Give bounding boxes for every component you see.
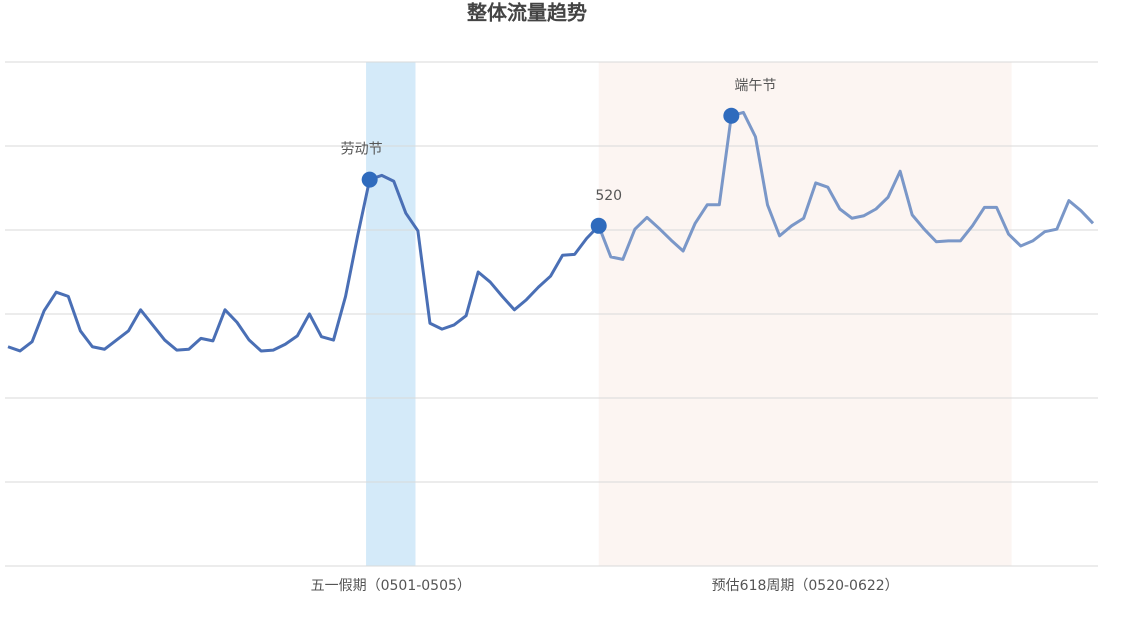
event-marker	[723, 107, 740, 124]
event-label: 劳动节	[341, 142, 383, 158]
event-marker	[590, 217, 607, 234]
plot: 劳动节 520 端午节	[7, 78, 1095, 353]
trend-line	[597, 110, 1095, 261]
grid	[5, 61, 1098, 567]
event-label: 端午节	[734, 78, 776, 94]
bands: 五一假期（0501-0505） 预估618周期（0520-0622）	[311, 62, 1012, 594]
event-label: 520	[595, 188, 622, 204]
band-label: 五一假期（0501-0505）	[311, 578, 471, 594]
trend-line	[7, 173, 600, 353]
event-marker	[361, 171, 378, 188]
chart-title: 整体流量趋势	[466, 1, 587, 25]
band-label: 预估618周期（0520-0622）	[712, 578, 899, 594]
